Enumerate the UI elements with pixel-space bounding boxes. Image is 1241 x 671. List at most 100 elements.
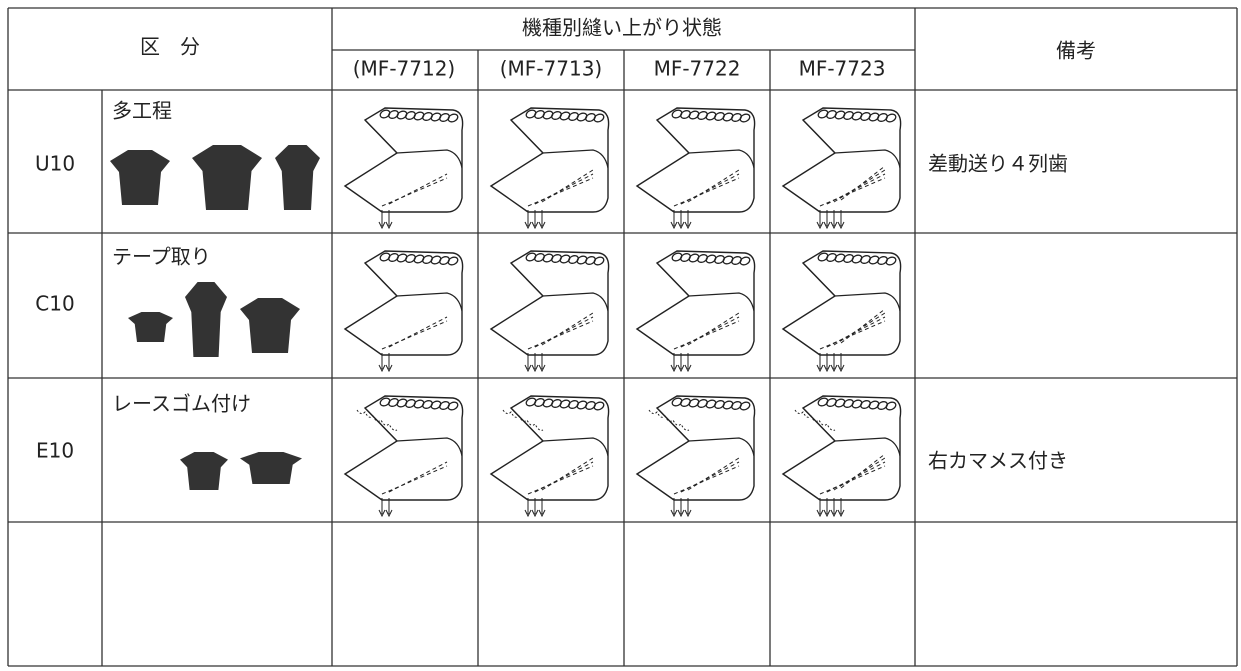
overlock-loop bbox=[817, 252, 829, 262]
arrow-head bbox=[378, 364, 386, 373]
overlock-loop bbox=[722, 255, 734, 265]
arrow-head bbox=[677, 509, 685, 518]
overlock-loop bbox=[843, 254, 854, 263]
overlock-loop bbox=[714, 255, 725, 264]
arrow-head bbox=[378, 221, 386, 230]
row-category: 多工程 bbox=[112, 99, 172, 123]
seam bbox=[541, 169, 594, 203]
arrow-head bbox=[670, 221, 678, 230]
overlock-loop bbox=[439, 401, 450, 410]
fabric bbox=[635, 250, 756, 356]
overlock-loop bbox=[447, 401, 459, 411]
overlock-loop bbox=[413, 254, 425, 264]
seam bbox=[826, 461, 886, 493]
fold bbox=[364, 262, 463, 312]
arrow-head bbox=[830, 364, 838, 373]
seam bbox=[673, 320, 740, 350]
overlock-loop bbox=[559, 111, 571, 121]
stitch-illustration bbox=[489, 250, 610, 373]
seam bbox=[388, 316, 448, 348]
illustrations bbox=[110, 107, 902, 518]
arrow-head bbox=[524, 364, 532, 373]
overlock-loop bbox=[680, 398, 691, 407]
overlock-loop bbox=[688, 398, 700, 408]
overlock-loop bbox=[405, 399, 416, 408]
overlock-loop bbox=[868, 255, 880, 265]
stitch-illustration bbox=[343, 107, 464, 230]
overlock-loop bbox=[379, 252, 391, 262]
seam bbox=[534, 316, 594, 348]
arrow-head bbox=[823, 364, 831, 373]
arrow-head bbox=[531, 509, 539, 518]
arrow-head bbox=[524, 509, 532, 518]
overlock-loop bbox=[817, 397, 829, 407]
seam bbox=[840, 308, 886, 344]
overlock-loop bbox=[826, 398, 837, 407]
fabric bbox=[781, 250, 902, 356]
overlock-loop bbox=[439, 113, 450, 122]
overlock-loop bbox=[430, 400, 442, 410]
overlock-loop bbox=[860, 112, 871, 121]
overlock-loop bbox=[868, 112, 880, 122]
overlock-loop bbox=[542, 253, 554, 263]
overlock-loop bbox=[379, 109, 391, 119]
arrow-head bbox=[385, 364, 393, 373]
lace-edge bbox=[794, 409, 836, 431]
overlock-loop bbox=[722, 112, 734, 122]
overlock-loop bbox=[688, 110, 700, 120]
overlock-loop bbox=[868, 400, 880, 410]
arrow-head bbox=[385, 221, 393, 230]
overlock-loop bbox=[860, 400, 871, 409]
seam bbox=[687, 312, 740, 346]
seam bbox=[680, 461, 740, 493]
overlock-loop bbox=[388, 110, 399, 119]
overlock-loop bbox=[576, 255, 588, 265]
stitch-illustration bbox=[635, 250, 756, 373]
overlock-loop bbox=[671, 252, 683, 262]
overlock-loop bbox=[396, 110, 408, 120]
fold bbox=[510, 262, 609, 312]
garment-icon bbox=[192, 145, 262, 210]
overlock-loop bbox=[396, 253, 408, 263]
overlock-loop bbox=[739, 113, 751, 123]
overlock-loop bbox=[534, 398, 545, 407]
row-remark: 右カマメス付き bbox=[928, 449, 1068, 473]
overlock-loop bbox=[697, 111, 708, 120]
row-code: U10 bbox=[35, 152, 75, 176]
header-models: 機種別縫い上がり状態 bbox=[522, 16, 722, 40]
overlock-loop bbox=[826, 110, 837, 119]
overlock-loop bbox=[593, 113, 605, 123]
overlock-loop bbox=[688, 253, 700, 263]
overlock-loop bbox=[671, 109, 683, 119]
arrow-head bbox=[538, 221, 546, 230]
seam bbox=[673, 177, 740, 207]
seam bbox=[388, 173, 448, 205]
seam bbox=[381, 177, 448, 207]
overlock-loop bbox=[568, 400, 579, 409]
seam bbox=[534, 461, 594, 493]
overlock-loop bbox=[551, 254, 562, 263]
arrow-head bbox=[837, 509, 845, 518]
overlock-loop bbox=[834, 253, 846, 263]
overlock-loop bbox=[885, 401, 897, 411]
arrow-head bbox=[670, 364, 678, 373]
garment-icon bbox=[185, 282, 227, 357]
stitch-illustration bbox=[489, 107, 610, 230]
overlock-loop bbox=[551, 399, 562, 408]
overlock-loop bbox=[851, 254, 863, 264]
stitch-illustration bbox=[781, 250, 902, 373]
garment-icon bbox=[275, 145, 320, 210]
fabric bbox=[635, 395, 756, 501]
row-code: E10 bbox=[36, 439, 74, 463]
model-label: MF-7722 bbox=[654, 57, 741, 81]
seam bbox=[381, 320, 448, 350]
seam bbox=[687, 169, 740, 203]
overlock-loop bbox=[697, 399, 708, 408]
overlock-loop bbox=[843, 111, 854, 120]
overlock-loop bbox=[542, 398, 554, 408]
seam bbox=[819, 177, 886, 207]
overlock-loop bbox=[542, 110, 554, 120]
overlock-loop bbox=[834, 398, 846, 408]
